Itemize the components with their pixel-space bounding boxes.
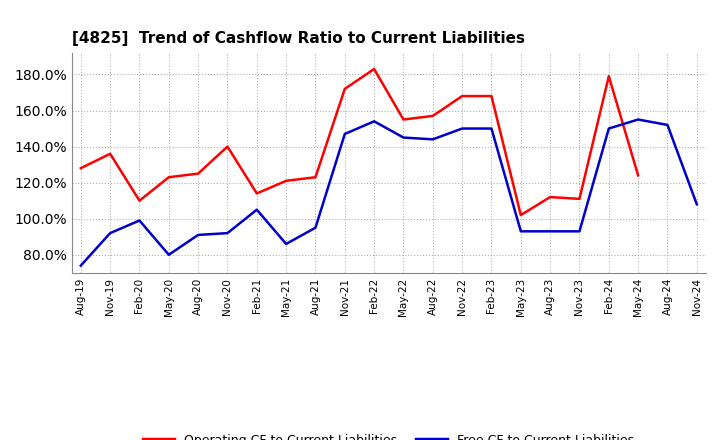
Operating CF to Current Liabilities [575, 196, 584, 202]
Free CF to Current Liabilities [693, 202, 701, 207]
Operating CF to Current Liabilities [164, 175, 173, 180]
Free CF to Current Liabilities [663, 122, 672, 128]
Operating CF to Current Liabilities [282, 178, 290, 183]
Free CF to Current Liabilities [282, 241, 290, 246]
Operating CF to Current Liabilities [135, 198, 144, 203]
Line: Free CF to Current Liabilities: Free CF to Current Liabilities [81, 120, 697, 266]
Operating CF to Current Liabilities [370, 66, 379, 72]
Operating CF to Current Liabilities [516, 213, 525, 218]
Operating CF to Current Liabilities [546, 194, 554, 200]
Operating CF to Current Liabilities [605, 73, 613, 79]
Free CF to Current Liabilities [341, 131, 349, 136]
Free CF to Current Liabilities [106, 231, 114, 236]
Free CF to Current Liabilities [605, 126, 613, 131]
Free CF to Current Liabilities [575, 229, 584, 234]
Operating CF to Current Liabilities [399, 117, 408, 122]
Operating CF to Current Liabilities [634, 173, 642, 178]
Free CF to Current Liabilities [546, 229, 554, 234]
Free CF to Current Liabilities [164, 252, 173, 257]
Free CF to Current Liabilities [135, 218, 144, 223]
Operating CF to Current Liabilities [341, 86, 349, 92]
Operating CF to Current Liabilities [311, 175, 320, 180]
Text: [4825]  Trend of Cashflow Ratio to Current Liabilities: [4825] Trend of Cashflow Ratio to Curren… [72, 31, 525, 46]
Free CF to Current Liabilities [253, 207, 261, 213]
Free CF to Current Liabilities [399, 135, 408, 140]
Free CF to Current Liabilities [370, 119, 379, 124]
Free CF to Current Liabilities [194, 232, 202, 238]
Free CF to Current Liabilities [458, 126, 467, 131]
Legend: Operating CF to Current Liabilities, Free CF to Current Liabilities: Operating CF to Current Liabilities, Fre… [138, 429, 639, 440]
Free CF to Current Liabilities [223, 231, 232, 236]
Free CF to Current Liabilities [76, 263, 85, 268]
Operating CF to Current Liabilities [194, 171, 202, 176]
Line: Operating CF to Current Liabilities: Operating CF to Current Liabilities [81, 69, 638, 215]
Operating CF to Current Liabilities [223, 144, 232, 149]
Free CF to Current Liabilities [634, 117, 642, 122]
Operating CF to Current Liabilities [428, 113, 437, 118]
Operating CF to Current Liabilities [76, 165, 85, 171]
Free CF to Current Liabilities [516, 229, 525, 234]
Free CF to Current Liabilities [311, 225, 320, 231]
Operating CF to Current Liabilities [253, 191, 261, 196]
Free CF to Current Liabilities [487, 126, 496, 131]
Operating CF to Current Liabilities [458, 93, 467, 99]
Free CF to Current Liabilities [428, 137, 437, 142]
Operating CF to Current Liabilities [487, 93, 496, 99]
Operating CF to Current Liabilities [106, 151, 114, 157]
